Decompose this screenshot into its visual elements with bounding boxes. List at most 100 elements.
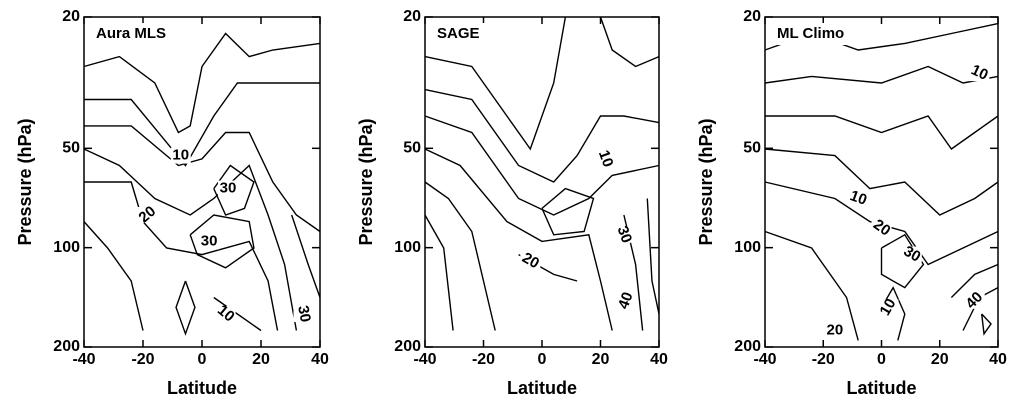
contour-line — [541, 187, 595, 236]
x-tick-label: -20 — [472, 351, 495, 368]
x-tick-label: 0 — [198, 351, 207, 368]
contour-line — [646, 198, 660, 315]
x-tick-label: 20 — [592, 351, 610, 368]
contour-label: 30 — [614, 224, 636, 245]
contour-label: 20 — [870, 216, 893, 239]
contour-label-bg — [969, 65, 990, 82]
x-axis-label: Latitude — [507, 378, 577, 398]
x-tick-label: 0 — [877, 351, 886, 368]
panel-title: SAGE — [437, 25, 480, 42]
contour-label-bg — [595, 150, 616, 167]
contour-label-bg — [215, 306, 236, 322]
contour-label: 10 — [876, 296, 899, 319]
title-bg — [431, 23, 513, 45]
contour-line — [764, 230, 859, 341]
contour-label: 40 — [615, 290, 637, 311]
contour-label: 30 — [220, 180, 237, 197]
contour-line — [213, 164, 255, 216]
panel-title: ML Climo — [777, 25, 844, 42]
x-tick-label: 0 — [538, 351, 547, 368]
contour-line — [84, 125, 321, 233]
contour-line — [424, 88, 660, 183]
y-tick-label: 100 — [394, 239, 421, 256]
contour-label-bg — [137, 207, 158, 223]
y-tick-label: 200 — [394, 338, 421, 355]
contour-line — [764, 181, 999, 266]
contour-line — [213, 296, 262, 332]
x-tick-label: 40 — [989, 351, 1007, 368]
contour-label: 30 — [901, 243, 924, 266]
contour-label-bg — [170, 147, 191, 164]
contour-label-bg — [520, 253, 541, 270]
contour-line — [424, 181, 496, 331]
contour-line — [84, 82, 320, 167]
contour-label-bg — [824, 322, 845, 339]
contour-line — [880, 286, 906, 341]
y-tick-label: 200 — [53, 338, 80, 355]
x-tick-label: -20 — [812, 351, 835, 368]
contour-label: 10 — [595, 148, 617, 169]
contour-label-bg — [871, 220, 892, 237]
y-tick-label: 100 — [53, 239, 80, 256]
contour-label-bg — [613, 226, 634, 243]
contour-label: 20 — [519, 249, 542, 272]
contour-line — [764, 148, 999, 216]
x-tick-label: 20 — [931, 351, 949, 368]
x-axis-label: Latitude — [167, 378, 237, 398]
contour-line — [291, 214, 321, 298]
contour-line — [424, 214, 454, 331]
contour-label-bg — [848, 190, 869, 207]
contour-line — [950, 263, 999, 298]
x-tick-label: -40 — [753, 351, 776, 368]
contour-label: 10 — [172, 147, 189, 164]
contour-label: 10 — [968, 61, 990, 83]
y-tick-label: 20 — [403, 8, 421, 25]
contour-label-bg — [616, 292, 637, 309]
contour-line — [424, 115, 660, 216]
contour-line — [599, 16, 660, 68]
contour-line — [880, 233, 925, 289]
y-axis-label: Pressure (hPa) — [356, 118, 376, 245]
y-tick-label: 200 — [734, 338, 761, 355]
x-tick-label: -40 — [413, 351, 436, 368]
x-tick-label: 40 — [311, 351, 329, 368]
panel-title: Aura MLS — [96, 25, 166, 42]
y-tick-label: 100 — [734, 239, 761, 256]
panel: 10 30 20 40 -40 -20 0 20 40 20 50 100 200 Latitude Pre… — [356, 8, 668, 398]
contour-label-bg — [217, 180, 238, 197]
title-bg — [90, 23, 172, 45]
contour-label: 20 — [827, 321, 844, 338]
contour-line — [980, 313, 992, 336]
contour-line — [424, 16, 567, 151]
contour-label: 10 — [848, 187, 869, 209]
y-tick-label: 50 — [62, 140, 80, 157]
contour-line — [189, 214, 255, 269]
contour-label: 30 — [294, 304, 314, 323]
contour-line — [83, 221, 144, 331]
y-axis-label: Pressure (hPa) — [15, 118, 35, 245]
contour-line — [765, 115, 999, 150]
y-tick-label: 50 — [743, 140, 761, 157]
x-axis-label: Latitude — [847, 378, 917, 398]
contour-label: 30 — [201, 232, 218, 249]
contour-line — [175, 280, 196, 336]
contour-line — [424, 148, 613, 331]
contour-label-bg — [199, 233, 220, 250]
y-tick-label: 50 — [403, 140, 421, 157]
contour-line — [764, 65, 999, 84]
x-tick-label: -40 — [72, 351, 95, 368]
title-bg — [771, 23, 853, 45]
plot-frame — [764, 16, 999, 348]
contour-line — [83, 32, 321, 134]
x-tick-label: 20 — [252, 351, 270, 368]
x-tick-label: -20 — [131, 351, 154, 368]
y-tick-label: 20 — [62, 8, 80, 25]
x-tick-label: 40 — [650, 351, 668, 368]
y-tick-label: 20 — [743, 8, 761, 25]
contour-label-bg — [901, 246, 922, 263]
contour-label-bg — [964, 292, 985, 309]
contour-label-bg — [293, 306, 314, 322]
